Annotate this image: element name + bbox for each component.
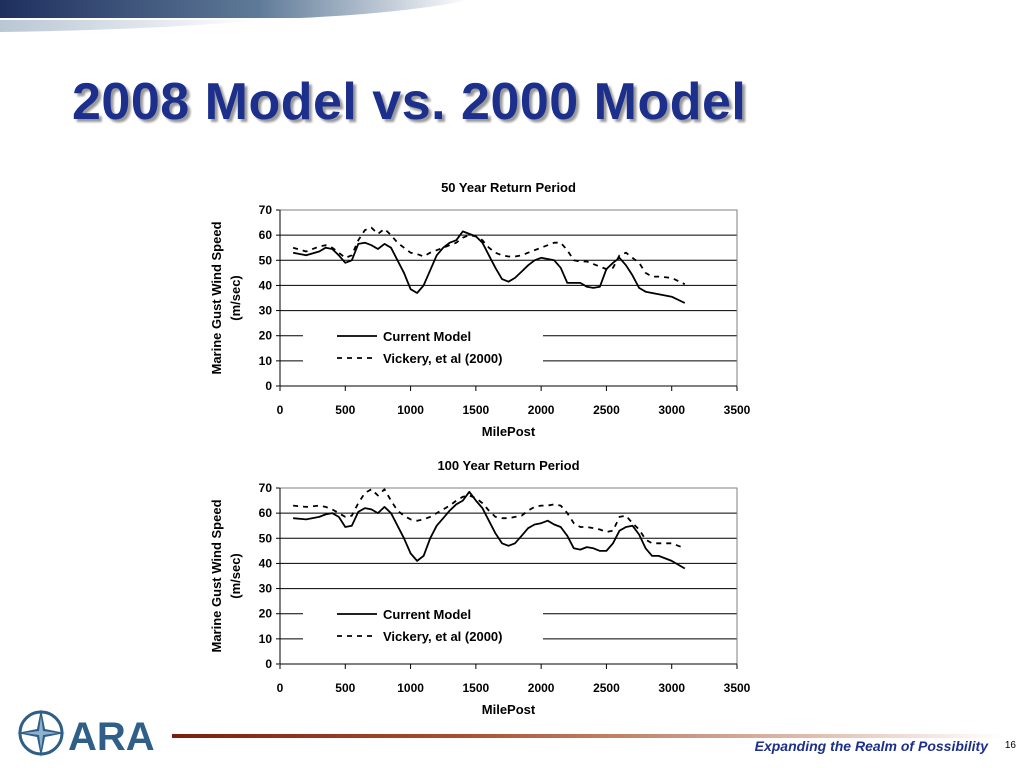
y-tick-label: 70 bbox=[259, 203, 273, 217]
x-tick-label: 2000 bbox=[528, 403, 555, 417]
legend-label-2: Vickery, et al (2000) bbox=[383, 351, 503, 366]
x-tick-label: 3500 bbox=[724, 403, 751, 417]
legend-label-2: Vickery, et al (2000) bbox=[383, 629, 503, 644]
legend-label-1: Current Model bbox=[383, 607, 471, 622]
x-tick-label: 3000 bbox=[658, 403, 685, 417]
y-tick-label: 40 bbox=[259, 278, 273, 292]
y-tick-label: 0 bbox=[265, 657, 272, 671]
tagline: Expanding the Realm of Possibility bbox=[754, 738, 988, 754]
x-tick-label: 500 bbox=[335, 403, 355, 417]
legend-box bbox=[303, 322, 543, 376]
chart-50-year-svg: 50 Year Return Period 0 10 20 30 40 50 60 70 0 500… bbox=[209, 180, 751, 439]
series-line-1 bbox=[292, 230, 686, 304]
chart-100-year: 100 Year Return Period 0 10 20 30 40 50 60 70 0 50… bbox=[195, 448, 775, 726]
y-tick-label: 10 bbox=[259, 632, 273, 646]
legend-box bbox=[303, 600, 543, 654]
x-tick-label: 1500 bbox=[463, 681, 490, 695]
y-axis-units: (m/sec) bbox=[228, 553, 243, 599]
legend-label-1: Current Model bbox=[383, 329, 471, 344]
x-tick-label: 500 bbox=[335, 681, 355, 695]
x-axis-label: MilePost bbox=[482, 424, 536, 439]
chart-100-year-svg: 100 Year Return Period 0 10 20 30 40 50 60 70 0 50… bbox=[209, 458, 751, 717]
chart-50-year: 50 Year Return Period 0 10 20 30 40 50 60 70 0 500… bbox=[195, 170, 775, 442]
y-tick-label: 40 bbox=[259, 556, 273, 570]
series-line-1 bbox=[293, 490, 686, 570]
y-tick-label: 70 bbox=[259, 481, 273, 495]
chart-title: 100 Year Return Period bbox=[437, 458, 579, 473]
footer-rule bbox=[172, 734, 1002, 738]
x-tick-label: 1000 bbox=[397, 403, 424, 417]
y-tick-label: 20 bbox=[259, 329, 273, 343]
y-axis-label: Marine Gust Wind Speed bbox=[209, 499, 224, 652]
series-line-2 bbox=[292, 226, 686, 286]
x-tick-label: 2500 bbox=[593, 681, 620, 695]
page-number: 16 bbox=[1004, 740, 1016, 751]
slide-title: 2008 Model vs. 2000 Model bbox=[72, 73, 747, 131]
header-swoosh bbox=[0, 0, 470, 32]
y-tick-label: 30 bbox=[259, 304, 273, 318]
y-axis-units: (m/sec) bbox=[228, 275, 243, 321]
logo-text: ARA bbox=[68, 715, 155, 758]
y-tick-label: 50 bbox=[259, 531, 273, 545]
chart-title: 50 Year Return Period bbox=[441, 180, 576, 195]
x-tick-label: 0 bbox=[277, 403, 284, 417]
ara-logo: ARA bbox=[17, 709, 155, 758]
compass-star-icon bbox=[17, 709, 65, 757]
y-axis-label: Marine Gust Wind Speed bbox=[209, 221, 224, 374]
y-tick-label: 30 bbox=[259, 582, 273, 596]
y-tick-label: 0 bbox=[265, 379, 272, 393]
y-tick-label: 60 bbox=[259, 228, 273, 242]
y-tick-label: 10 bbox=[259, 354, 273, 368]
x-tick-label: 0 bbox=[277, 681, 284, 695]
x-tick-label: 2000 bbox=[528, 681, 555, 695]
x-tick-label: 1000 bbox=[397, 681, 424, 695]
y-tick-label: 20 bbox=[259, 607, 273, 621]
x-tick-label: 1500 bbox=[463, 403, 490, 417]
x-tick-label: 3500 bbox=[724, 681, 751, 695]
x-tick-label: 3000 bbox=[658, 681, 685, 695]
series-line-2 bbox=[293, 488, 686, 550]
y-tick-label: 60 bbox=[259, 506, 273, 520]
y-tick-label: 50 bbox=[259, 253, 273, 267]
x-axis-label: MilePost bbox=[482, 702, 536, 717]
x-tick-label: 2500 bbox=[593, 403, 620, 417]
